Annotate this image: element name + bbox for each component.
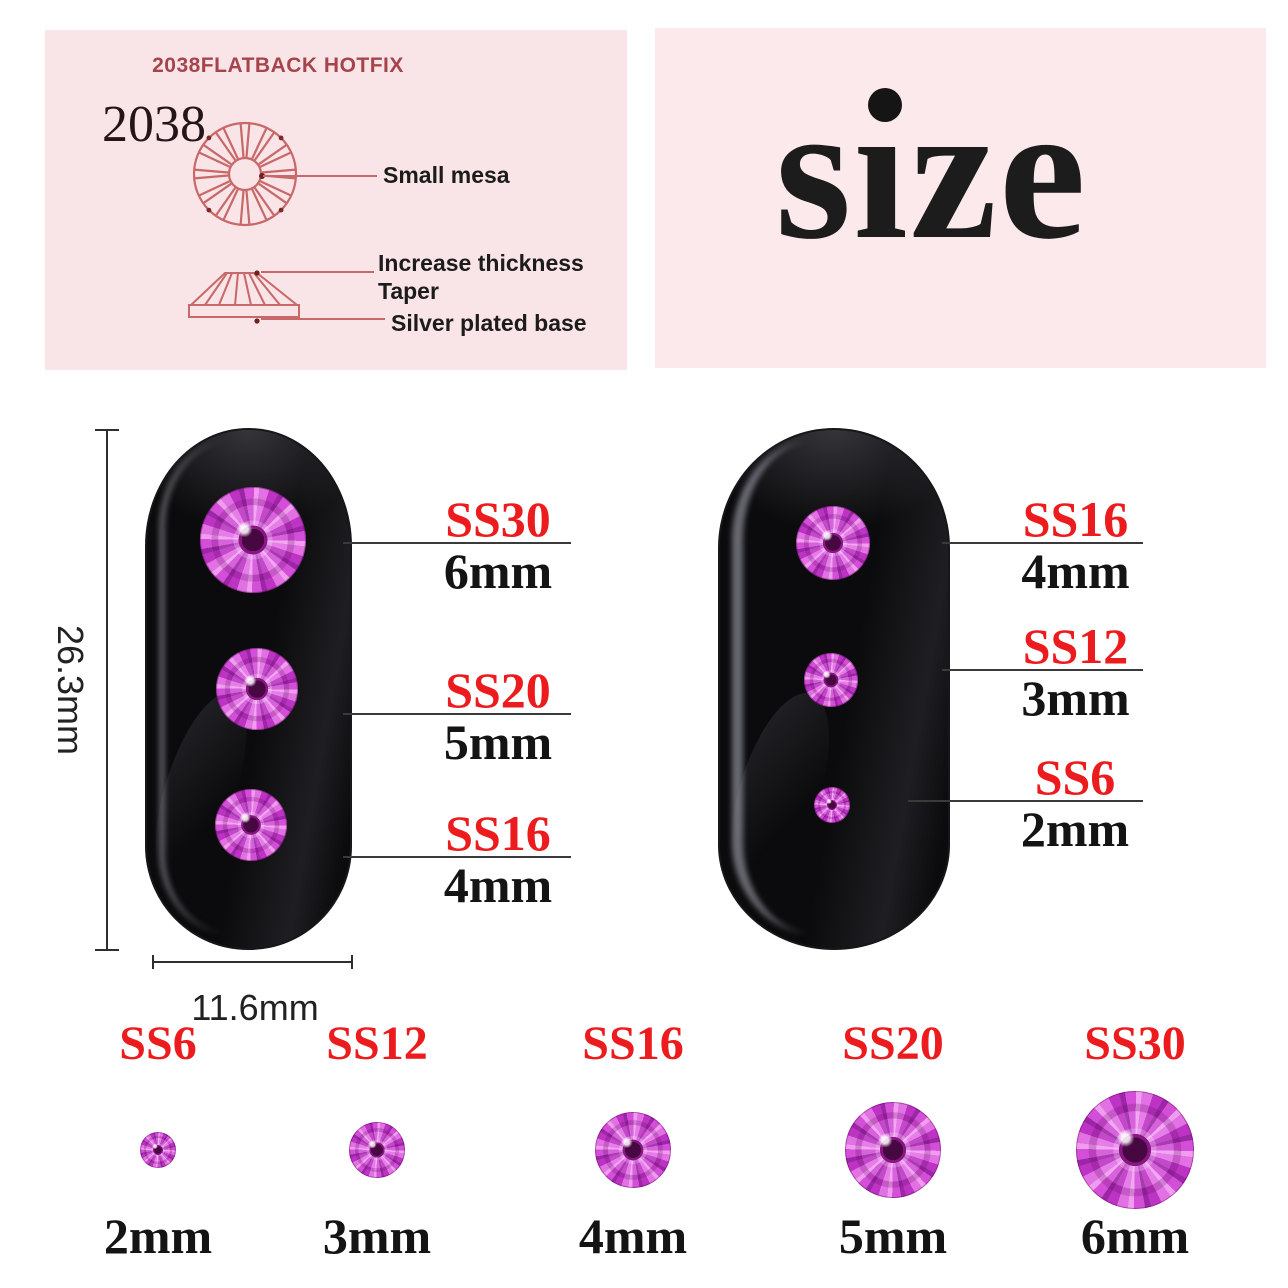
stone-code: SS6 xyxy=(1034,749,1116,805)
nail-width-label: 11.6mm xyxy=(191,987,319,1028)
size-title-panel: sıze xyxy=(655,28,1266,368)
size-word: sıze xyxy=(655,64,1208,280)
height-measure-cap-top xyxy=(95,429,119,431)
row-code-ss30: SS30 xyxy=(1084,1017,1186,1070)
stone-size: 5mm xyxy=(443,714,553,770)
rhinestone-ss6 xyxy=(814,787,850,823)
nail-height-label: 26.3mm xyxy=(50,624,91,756)
i-dot xyxy=(868,88,902,122)
stone-code: SS16 xyxy=(445,805,551,861)
label-group-ss6: SS6 2mm xyxy=(908,749,1143,857)
label-group-ss12: SS12 3mm xyxy=(942,618,1143,726)
height-measure-cap-bottom xyxy=(95,949,119,951)
row-rhinestone-ss20 xyxy=(845,1102,941,1198)
callout-rule xyxy=(908,800,1143,802)
row-size-2mm: 2mm xyxy=(103,1208,213,1264)
row-size-4mm: 4mm xyxy=(578,1208,688,1264)
base-callout-line xyxy=(261,318,385,320)
callout-silver-base: Silver plated base xyxy=(391,310,587,336)
mesa-callout-line xyxy=(263,175,377,177)
rhinestone-ss30 xyxy=(200,487,306,593)
callout-small-mesa: Small mesa xyxy=(383,162,510,188)
mesa-dot xyxy=(259,173,265,179)
label-group-ss16: SS16 4mm xyxy=(942,491,1143,599)
row-size-5mm: 5mm xyxy=(838,1208,948,1264)
size-word-ze: ze xyxy=(909,63,1088,280)
model-number: 2038 xyxy=(102,96,206,153)
width-measure-cap-left xyxy=(152,955,154,969)
label-group-ss16: SS16 4mm xyxy=(343,805,571,913)
callout-rule xyxy=(343,713,571,715)
thickness-callout-line xyxy=(261,271,374,273)
rhinestone-ss16 xyxy=(215,789,287,861)
row-rhinestone-ss16 xyxy=(595,1112,671,1188)
height-measure-line xyxy=(106,430,108,950)
rhinestone-ss12 xyxy=(804,653,858,707)
stone-code: SS16 xyxy=(1022,491,1129,547)
stone-size: 3mm xyxy=(1021,670,1130,726)
label-group-ss20: SS20 5mm xyxy=(343,662,571,770)
stone-code: SS12 xyxy=(1022,618,1129,674)
callout-increase-thickness: Increase thickness xyxy=(378,250,584,276)
row-rhinestone-ss6 xyxy=(140,1132,176,1168)
label-group-ss30: SS30 6mm xyxy=(343,491,571,599)
callout-rule xyxy=(942,542,1143,544)
row-code-ss12: SS12 xyxy=(326,1017,428,1070)
row-size-6mm: 6mm xyxy=(1080,1208,1190,1264)
spec-panel: 2038FLATBACK HOTFIX 2038 Small mesa xyxy=(45,30,627,370)
rhinestone-ss20 xyxy=(216,648,298,730)
width-measure-line xyxy=(153,961,352,963)
row-code-ss6: SS6 xyxy=(119,1017,197,1070)
stone-side-view-icon xyxy=(188,270,300,324)
row-code-ss20: SS20 xyxy=(842,1017,944,1070)
callout-taper: Taper xyxy=(378,278,439,304)
callout-rule xyxy=(343,856,571,858)
stone-code: SS20 xyxy=(445,662,551,718)
callout-rule xyxy=(343,542,571,544)
row-rhinestone-ss12 xyxy=(349,1122,405,1178)
width-measure-cap-right xyxy=(351,955,353,969)
row-code-ss16: SS16 xyxy=(582,1017,684,1070)
stone-size: 4mm xyxy=(1021,543,1130,599)
callout-rule xyxy=(942,669,1143,671)
row-rhinestone-ss30 xyxy=(1076,1091,1194,1209)
stone-top-view-icon xyxy=(192,121,298,227)
stone-size: 2mm xyxy=(1020,801,1130,857)
size-word-s: s xyxy=(775,63,854,280)
rhinestone-ss16 xyxy=(796,506,870,580)
spec-panel-title: 2038FLATBACK HOTFIX xyxy=(152,54,404,77)
stone-code: SS30 xyxy=(445,491,551,547)
stone-size: 6mm xyxy=(443,543,553,599)
row-size-3mm: 3mm xyxy=(322,1208,432,1264)
stone-size: 4mm xyxy=(443,857,553,913)
